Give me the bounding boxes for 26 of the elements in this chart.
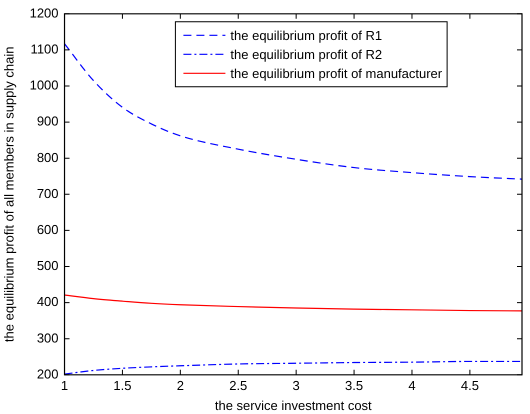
y-tick-label: 1100 [30,41,59,56]
y-axis-title: the equilibrium profit of all members in supply chain [1,46,16,342]
line-series [64,43,522,180]
line-series [64,294,522,312]
y-tick-label: 200 [36,366,59,382]
y-tick-label: 700 [36,186,59,201]
y-tick-label: 400 [36,294,59,310]
y-tick-label: 1200 [30,5,59,20]
y-tick-label: 500 [36,258,59,274]
x-tick-label: 4.5 [460,378,479,394]
x-tick-label: 3.5 [345,378,364,394]
y-tick-label: 1000 [30,78,59,93]
y-tick-label: 800 [36,150,59,165]
x-tick-label: 2.5 [229,378,248,394]
legend-label: the equilibrium profit of R2 [230,46,382,62]
x-tick-label: 2 [176,378,184,394]
y-tick-label: 300 [36,330,59,346]
x-tick-label: 1.5 [113,378,132,394]
legend-label: the equilibrium profit of R1 [230,28,382,43]
x-axis-title: the service investment cost [214,398,372,413]
x-tick-label: 1 [60,378,68,394]
legend-label: the equilibrium profit of manufacturer [230,66,443,81]
x-tick-label: 4 [408,378,416,394]
y-tick-label: 600 [36,222,59,237]
x-tick-label: 3 [292,378,300,394]
y-tick-label: 900 [36,114,59,129]
